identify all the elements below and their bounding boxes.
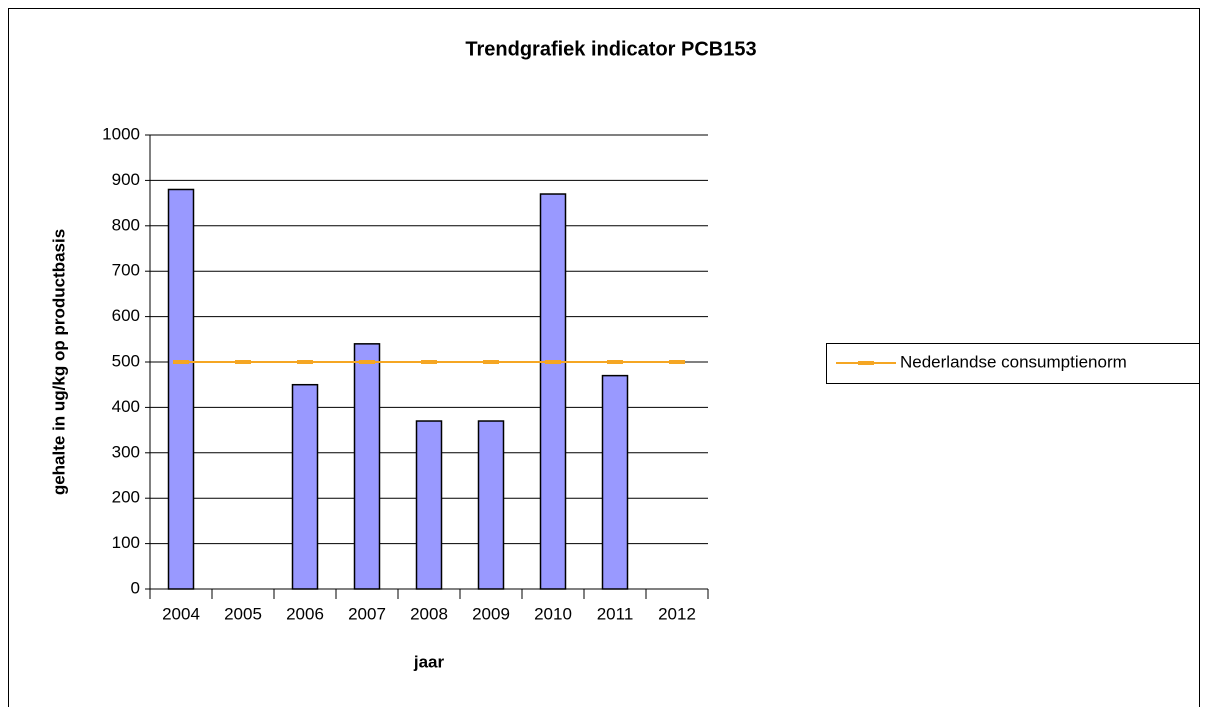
x-tick-label: 2009 bbox=[472, 604, 510, 623]
x-axis-title: jaar bbox=[413, 652, 445, 671]
chart-title: Trendgrafiek indicator PCB153 bbox=[465, 38, 756, 60]
y-tick-label: 700 bbox=[112, 261, 140, 280]
y-tick-label: 1000 bbox=[102, 124, 140, 143]
y-tick-label: 300 bbox=[112, 442, 140, 461]
y-tick-label: 100 bbox=[112, 533, 140, 552]
x-tick-label: 2011 bbox=[597, 604, 634, 623]
y-axis-title: gehalte in ug/kg op productbasis bbox=[49, 229, 68, 495]
y-tick-label: 400 bbox=[112, 397, 140, 416]
bar bbox=[353, 343, 381, 590]
x-tick-label: 2008 bbox=[410, 604, 448, 623]
y-tick-label: 600 bbox=[112, 306, 140, 325]
x-tick-label: 2007 bbox=[348, 604, 386, 623]
bar bbox=[539, 193, 567, 590]
bar bbox=[601, 374, 629, 590]
x-tick-label: 2010 bbox=[534, 604, 572, 623]
bar bbox=[167, 188, 195, 590]
y-tick-label: 500 bbox=[112, 351, 140, 370]
y-tick-label: 900 bbox=[112, 170, 140, 189]
y-tick-label: 800 bbox=[112, 215, 140, 234]
bar bbox=[415, 420, 443, 590]
y-tick-label: 200 bbox=[112, 488, 140, 507]
x-tick-label: 2005 bbox=[224, 604, 262, 623]
bar bbox=[477, 420, 505, 590]
x-tick-label: 2012 bbox=[658, 604, 696, 623]
x-tick-label: 2006 bbox=[286, 604, 324, 623]
bar bbox=[291, 383, 319, 590]
legend-label: Nederlandse consumptienorm bbox=[900, 352, 1127, 371]
x-tick-label: 2004 bbox=[162, 604, 200, 623]
y-tick-label: 0 bbox=[131, 578, 140, 597]
